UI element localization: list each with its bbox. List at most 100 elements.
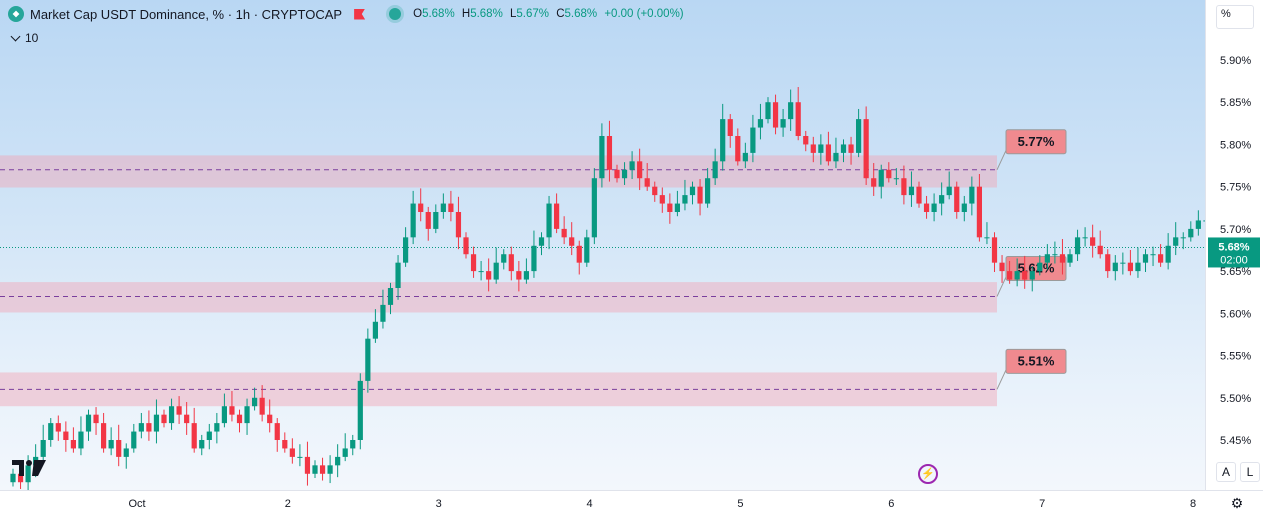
candle-body bbox=[78, 431, 84, 449]
candle-body bbox=[1195, 220, 1201, 229]
candle-body bbox=[342, 448, 348, 457]
ohlc-high-value: 5.68% bbox=[470, 8, 503, 20]
collapsed-indicators[interactable]: 10 bbox=[10, 31, 39, 45]
candle-body bbox=[410, 203, 416, 238]
candle-body bbox=[908, 186, 915, 196]
candle-body bbox=[267, 414, 273, 424]
candle-body bbox=[138, 423, 144, 432]
zone-label-box bbox=[1005, 255, 1067, 281]
candle-body bbox=[871, 178, 877, 187]
candle-body bbox=[448, 203, 454, 212]
tradingview-logo[interactable] bbox=[12, 458, 46, 478]
zone-label: 5.51% bbox=[1018, 353, 1055, 368]
auto-scale-button[interactable]: A bbox=[1216, 462, 1236, 482]
ohlc-open-value: 5.68% bbox=[422, 8, 455, 20]
candle-body bbox=[576, 245, 582, 263]
candle-body bbox=[1082, 237, 1088, 239]
candle-body bbox=[742, 152, 748, 162]
candle-body bbox=[10, 473, 16, 483]
indicator-count: 10 bbox=[25, 31, 39, 45]
chart-title[interactable]: Market Cap USDT Dominance, % · 1h · CRYP… bbox=[30, 6, 343, 22]
log-scale-button[interactable]: L bbox=[1240, 462, 1260, 482]
candle-body bbox=[591, 178, 597, 238]
candle-body bbox=[606, 136, 613, 170]
candle-body bbox=[954, 186, 960, 212]
candle-body bbox=[1173, 237, 1179, 246]
candle-countdown: 02:00 bbox=[1220, 254, 1248, 266]
candle-body bbox=[206, 431, 212, 440]
candle-body bbox=[455, 212, 462, 238]
candle-body bbox=[319, 465, 326, 474]
ohlc-change: +0.00 (+0.00%) bbox=[604, 8, 684, 20]
candle-body bbox=[1022, 271, 1028, 280]
candle-body bbox=[674, 203, 680, 212]
candle-body bbox=[1097, 245, 1103, 255]
bolt-icon[interactable]: ⚡ bbox=[918, 464, 938, 484]
candle-body bbox=[335, 456, 341, 466]
candle-body bbox=[554, 203, 560, 229]
scale-percent-button[interactable]: % bbox=[1216, 5, 1254, 29]
price-tick-label: 5.60% bbox=[1220, 308, 1251, 320]
candle-body bbox=[614, 169, 620, 179]
candle-body bbox=[561, 228, 567, 238]
candle-body bbox=[516, 271, 522, 280]
candle-body bbox=[440, 203, 446, 212]
candle-body bbox=[772, 102, 779, 128]
candle-body bbox=[1127, 262, 1133, 272]
time-axis-labels: Oct 2 3 4 5 6 7 8 bbox=[128, 498, 1196, 510]
gear-icon[interactable]: ⚙ bbox=[1230, 495, 1244, 511]
chart-legend: Market Cap USDT Dominance, % · 1h · CRYP… bbox=[8, 6, 688, 22]
candle-body bbox=[727, 119, 733, 136]
price-tick-label: 5.50% bbox=[1220, 393, 1251, 405]
candle-body bbox=[523, 271, 529, 280]
time-axis[interactable]: Oct 2 3 4 5 6 7 8 bbox=[0, 490, 1263, 517]
candle-body bbox=[327, 465, 333, 474]
candle-body bbox=[697, 186, 703, 204]
candle-body bbox=[191, 423, 197, 449]
candle-body bbox=[961, 203, 967, 212]
price-chart[interactable]: 5.77%5.62%5.51% bbox=[0, 0, 1262, 492]
candle-body bbox=[395, 262, 401, 288]
candle-body bbox=[297, 456, 303, 458]
support-resistance-zone bbox=[0, 155, 997, 188]
candle-body bbox=[433, 212, 439, 229]
ohlc-close-label: C bbox=[556, 8, 565, 20]
candle-body bbox=[123, 448, 129, 457]
zone-label-box bbox=[1005, 129, 1067, 155]
flag-icon[interactable] bbox=[354, 8, 366, 20]
price-tick-label: 5.90% bbox=[1220, 55, 1251, 67]
candle-body bbox=[569, 237, 575, 246]
candle-body bbox=[878, 169, 884, 187]
candle-body bbox=[712, 161, 718, 179]
candle-body bbox=[621, 169, 628, 179]
candle-body bbox=[199, 440, 205, 449]
candle-body bbox=[282, 440, 288, 449]
candle-body bbox=[720, 119, 726, 162]
candle-body bbox=[644, 178, 650, 187]
candle-body bbox=[901, 178, 907, 196]
candle-body bbox=[153, 414, 160, 432]
chart-plot-area[interactable]: 5.77% 5.62% 5.51% bbox=[0, 0, 1262, 492]
price-tick-label: 5.70% bbox=[1220, 224, 1251, 236]
ohlc-readout: O5.68% H5.68% L5.67% C5.68% +0.00 (+0.00… bbox=[413, 8, 688, 20]
current-price-tag bbox=[1208, 237, 1260, 268]
candle-body bbox=[168, 406, 175, 424]
candle-body bbox=[825, 144, 831, 162]
candle-body bbox=[1029, 271, 1035, 280]
chevron-down-icon[interactable] bbox=[10, 31, 21, 41]
ohlc-low-label: L bbox=[510, 8, 517, 20]
candle-body bbox=[546, 203, 552, 238]
price-tick-label: 5.80% bbox=[1220, 139, 1251, 151]
price-axis[interactable]: 5.90% 5.85% 5.80% 5.75% 5.70% 5.65% 5.60% 5.55%… bbox=[1205, 0, 1263, 490]
candle-body bbox=[976, 186, 982, 238]
candle-body bbox=[1135, 262, 1141, 272]
symbol-icon[interactable] bbox=[8, 6, 24, 22]
candle-body bbox=[116, 440, 122, 457]
status-dot-icon bbox=[389, 8, 402, 20]
candle-body bbox=[478, 271, 484, 273]
price-tick-label: 5.85% bbox=[1220, 97, 1251, 109]
candle-body bbox=[916, 186, 922, 204]
candle-body bbox=[652, 186, 658, 196]
candle-body bbox=[85, 414, 92, 432]
ohlc-open-label: O bbox=[413, 8, 423, 20]
